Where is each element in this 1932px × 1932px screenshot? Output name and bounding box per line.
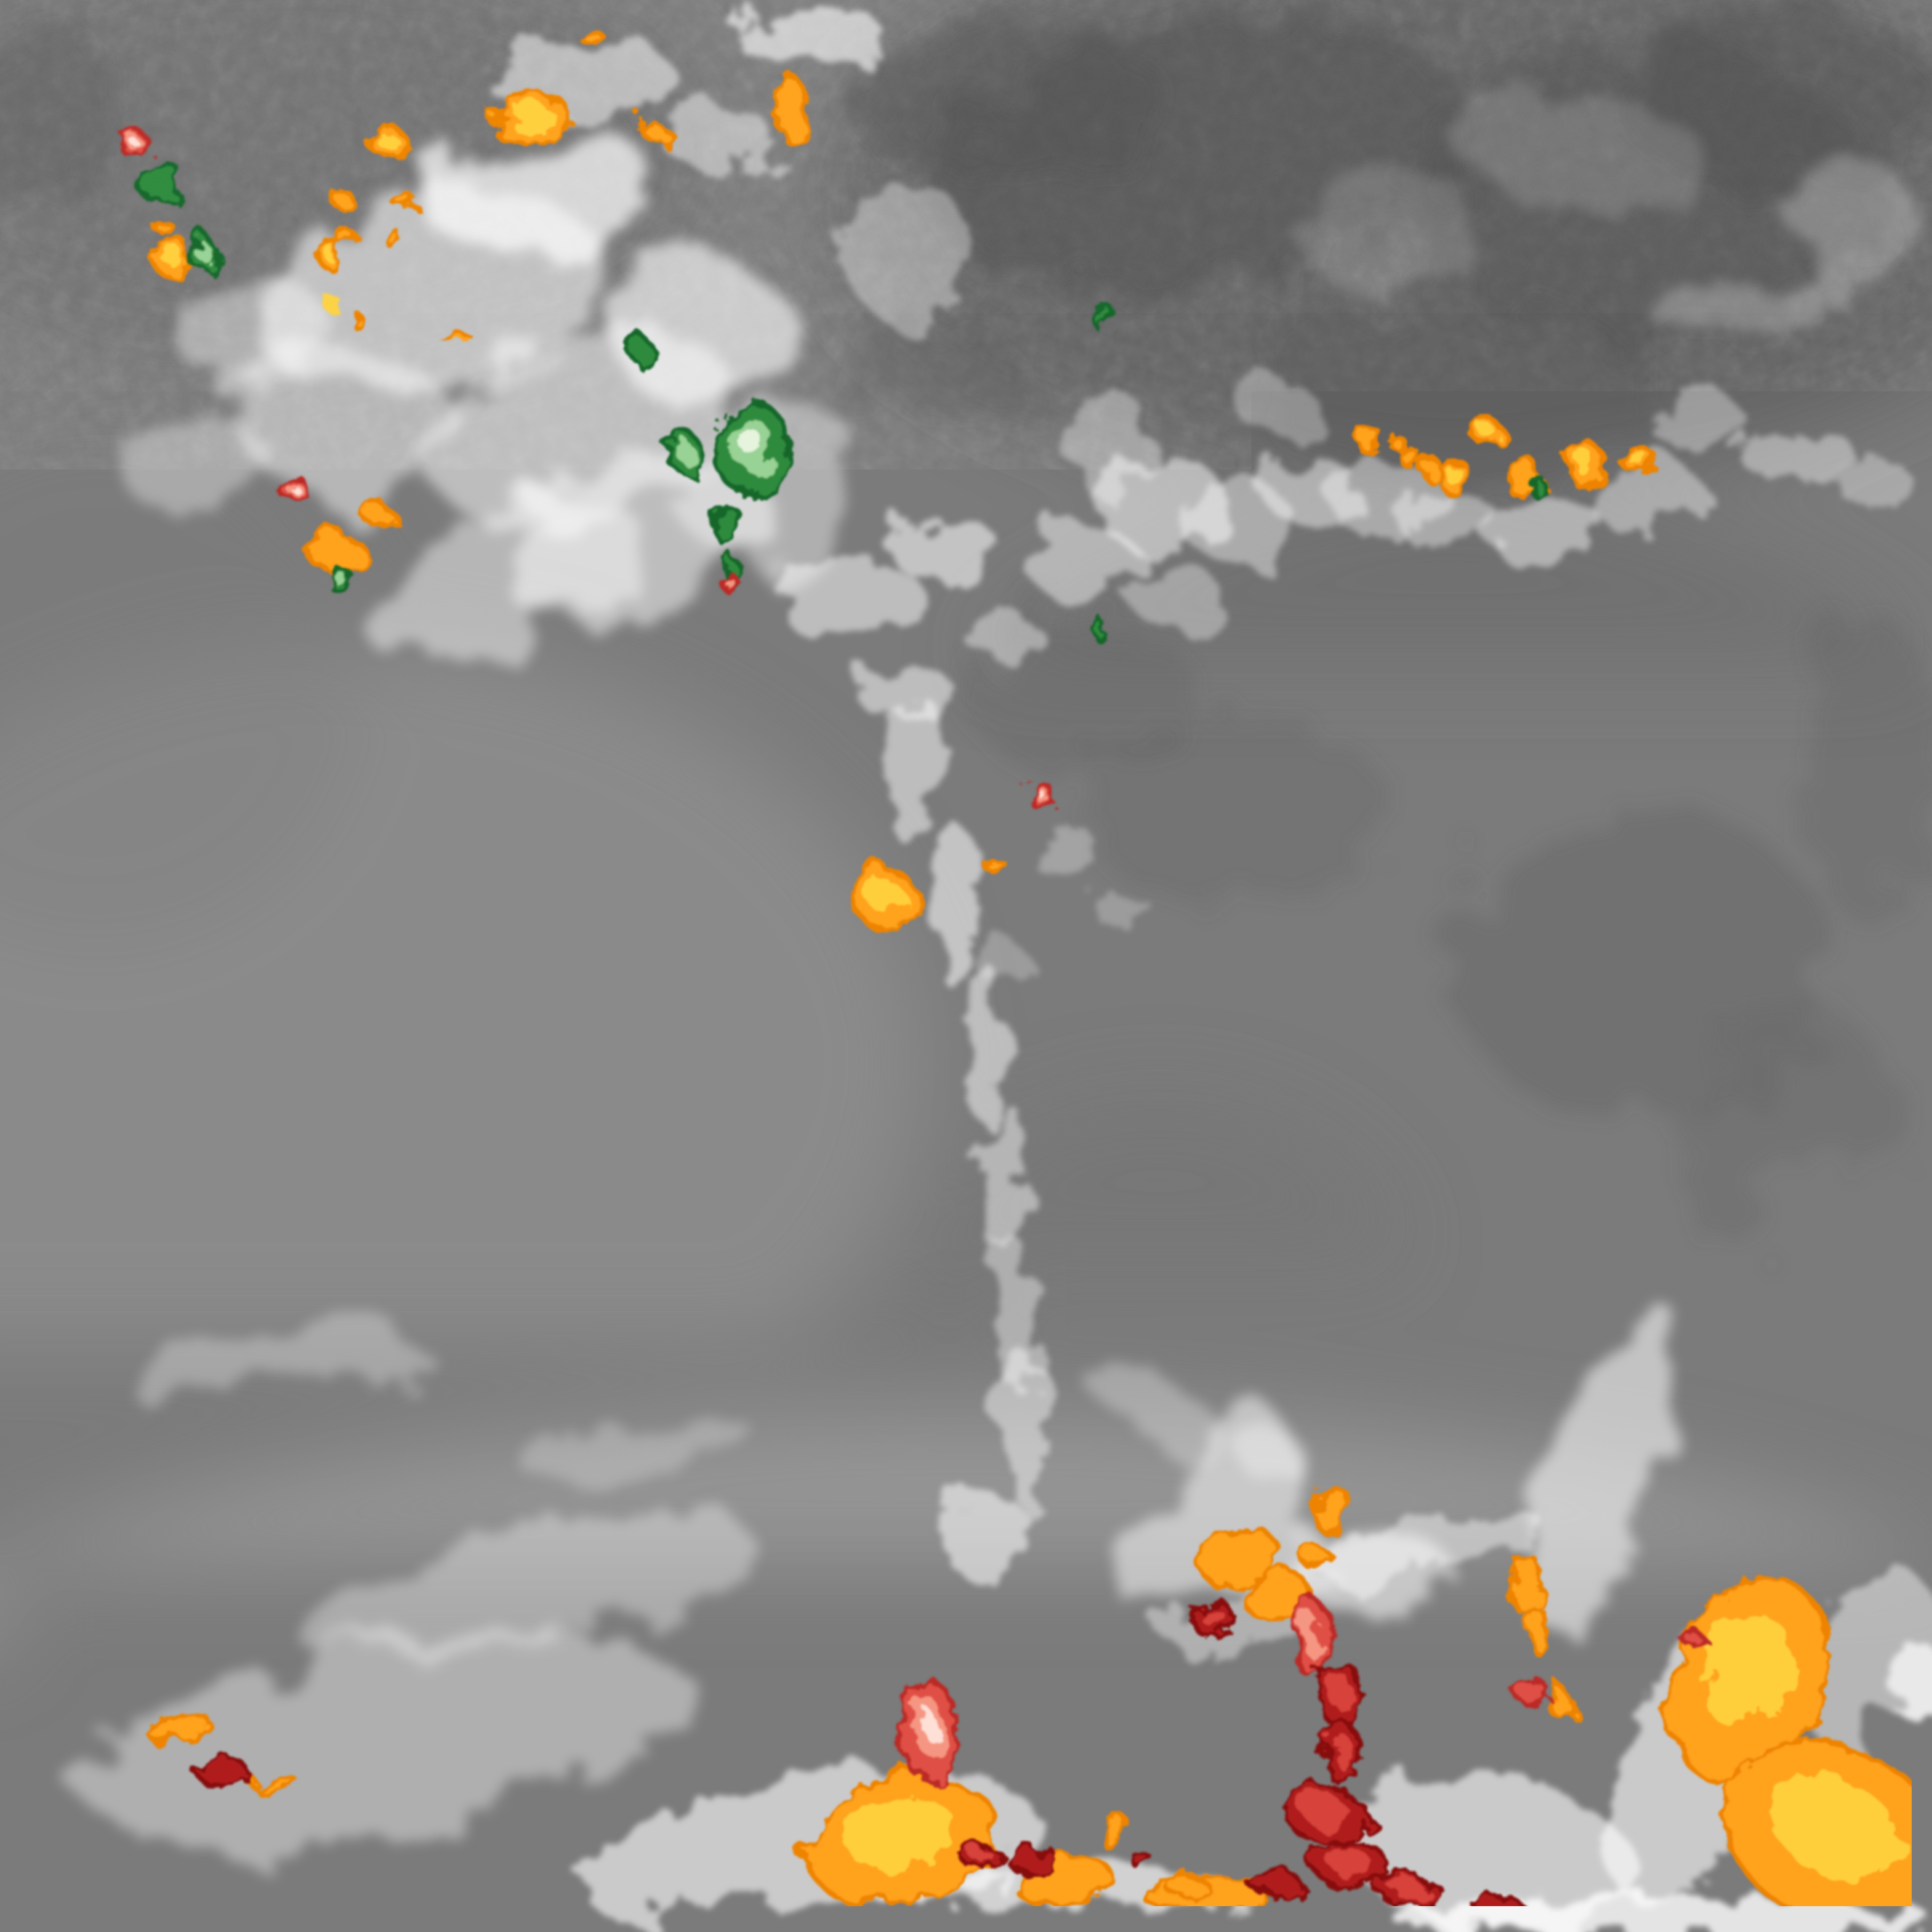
fine-grain-noise <box>0 0 1932 1932</box>
satellite-image <box>0 0 1932 1932</box>
satellite-cloud-map <box>0 0 1932 1932</box>
